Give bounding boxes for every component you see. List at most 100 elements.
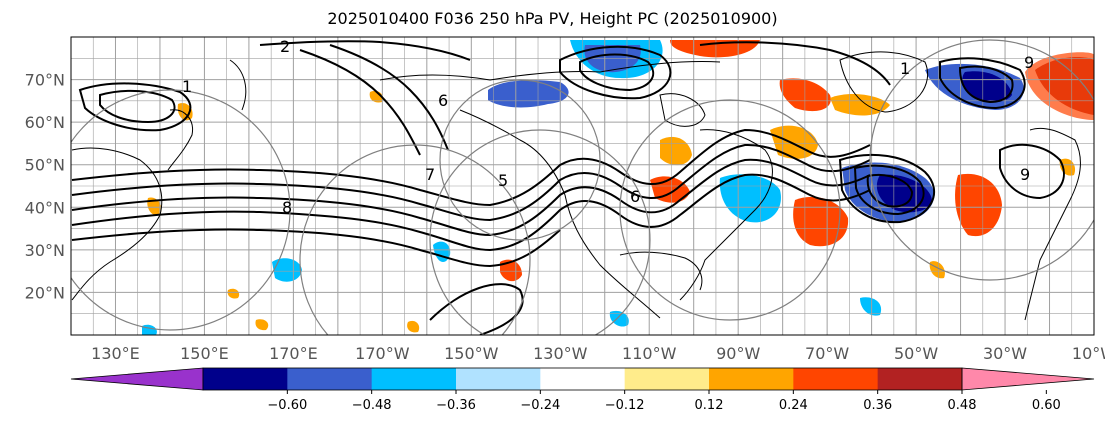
contour-arctic-low	[559, 45, 672, 100]
colorbar-tick-label: −0.12	[605, 398, 645, 413]
coast-hudson-bay	[659, 93, 706, 127]
pv-positive-blob-west-pacific	[147, 197, 162, 216]
lat-tick-label: 20°N	[25, 283, 65, 302]
lat-tick-label: 40°N	[25, 198, 65, 217]
lon-tick-label: 30°W	[983, 344, 1027, 363]
lon-tick-label: 90°W	[716, 344, 760, 363]
lat-tick-label: 30°N	[25, 241, 65, 260]
contour-label: 8	[282, 198, 292, 217]
colorbar-segment	[877, 368, 963, 390]
colorbar-tick-label: −0.60	[267, 398, 307, 413]
colorbar-segment	[287, 368, 373, 390]
lon-tick-label: 130°E	[91, 344, 140, 363]
contour-atlantic-low-3	[866, 174, 914, 208]
lat-tick-label: 60°N	[25, 113, 65, 132]
map-title: 2025010400 F036 250 hPa PV, Height PC (2…	[327, 9, 778, 28]
contour-label: 2	[280, 37, 290, 56]
contour-asia-low-2	[99, 89, 176, 124]
coastlines	[71, 51, 1081, 321]
lon-tick-label: 170°E	[269, 344, 318, 363]
pv-positive-blob-pacific	[500, 259, 522, 282]
contour-label: 7	[425, 165, 435, 184]
contour-4	[71, 228, 561, 268]
colorbar-frame	[202, 367, 963, 391]
pv-positive-blob-greenland-s	[830, 94, 890, 116]
contour-5	[71, 128, 871, 207]
contour-label: 9	[1024, 53, 1034, 72]
colorbar-segment	[709, 368, 794, 390]
colorbar-segment	[540, 368, 626, 390]
gray-circle-3	[619, 99, 841, 321]
contour-label: 9	[1020, 165, 1030, 184]
pv-positive-blob-arctic-ne	[670, 40, 760, 58]
pv-positive-small-1	[227, 288, 240, 299]
contour-north-1	[259, 40, 471, 61]
pv-positive-blob-japan	[177, 102, 193, 121]
lon-tick-label: 10°W	[1072, 344, 1105, 363]
colorbar-extend-low	[70, 367, 204, 391]
contour-label: 1	[900, 59, 910, 78]
pv-positive-blob-midatlantic	[955, 173, 1002, 237]
coast-greenland	[839, 51, 929, 113]
colorbar-tick-label: −0.48	[352, 398, 392, 413]
colorbar-tick-label: 0.24	[779, 398, 808, 413]
pv-negative-small-3	[860, 297, 882, 316]
lon-tick-label: 170°W	[355, 344, 410, 363]
lon-tick-label: 150°W	[444, 344, 499, 363]
lon-tick-label: 130°W	[533, 344, 588, 363]
contour-8	[71, 173, 871, 252]
coast-kamchatka	[229, 59, 247, 111]
contour-label: 6	[630, 187, 640, 206]
lon-tick-label: 70°W	[805, 344, 849, 363]
contour-label: 5	[498, 171, 508, 190]
gray-circle-5	[71, 89, 291, 331]
contour-alaska-ridge	[299, 49, 421, 156]
colorbar-tick-label: 0.60	[1032, 398, 1061, 413]
lat-tick-label: 50°N	[25, 156, 65, 175]
colorbar-tick-label: 0.36	[863, 398, 892, 413]
lon-tick-label: 50°W	[894, 344, 938, 363]
map-frame	[70, 36, 1095, 336]
contour-greenland-low	[939, 57, 1026, 110]
contour-asia-low	[78, 82, 192, 132]
coast-arctic	[379, 61, 721, 81]
contour-north-2	[699, 41, 891, 86]
gray-circle-4	[869, 39, 1094, 281]
contour-atlantic-low-2	[853, 164, 925, 216]
lon-tick-label: 110°W	[622, 344, 677, 363]
pv-positive-ring-europe	[1025, 52, 1094, 121]
gray-circles-overlay	[71, 39, 1094, 335]
colorbar-tick-label: −0.24	[520, 398, 560, 413]
contour-pacific-low	[429, 283, 524, 335]
gray-circle-6	[439, 79, 601, 241]
pv-positive-blob-greatlakes	[660, 136, 692, 166]
pv-positive-small-3	[407, 320, 420, 333]
contour-label: 6	[438, 91, 448, 110]
lon-tick-label: 150°E	[180, 344, 229, 363]
coast-gulf-mexico	[619, 251, 703, 291]
contour-greenland-low-2	[958, 65, 1014, 104]
pv-negative-small-1	[272, 258, 302, 282]
coast-north-america-west	[459, 109, 661, 319]
contour-6	[71, 143, 871, 222]
colorbar-segment	[456, 368, 541, 390]
height-contours	[71, 40, 1065, 335]
coast-europe	[1024, 127, 1081, 321]
contour-europe-low	[999, 143, 1065, 200]
pv-positive-blob-ne-canada	[779, 78, 831, 112]
contour-atlantic-low	[838, 153, 936, 224]
pv-positive-small-2	[255, 319, 269, 331]
contour-alaska-ridge-2	[329, 44, 449, 151]
lat-tick-label: 70°N	[25, 71, 65, 90]
pv-negative-core-atlantic	[876, 174, 932, 213]
colorbar-tick-label: 0.12	[695, 398, 724, 413]
colorbar: −0.60 −0.48 −0.36 −0.24 −0.12 0.12 0.24 0.36 0.4…	[70, 367, 1095, 413]
contour-arctic-low-2	[579, 53, 655, 92]
contour-label: 1	[182, 77, 192, 96]
colorbar-extend-high	[961, 367, 1095, 391]
gray-circle-1	[299, 144, 531, 335]
coast-north-america-east	[679, 129, 773, 301]
colorbar-segment	[624, 368, 710, 390]
colorbar-tick-label: −0.36	[436, 398, 476, 413]
